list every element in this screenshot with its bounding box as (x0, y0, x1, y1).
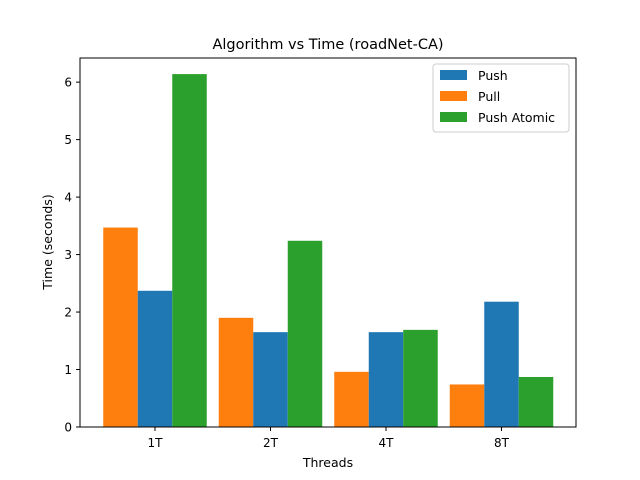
x-axis-label: Threads (302, 455, 353, 470)
y-tick-label: 0 (64, 421, 72, 435)
legend-swatch-pull (440, 91, 467, 101)
bar-push-8t (484, 301, 519, 427)
x-tick-label: 2T (263, 436, 279, 450)
x-axis: 1T 2T 4T 8T (148, 427, 510, 450)
bar-push-atomic-2t (287, 240, 323, 427)
legend-label: Push Atomic (478, 110, 555, 125)
y-axis-label: Time (seconds) (40, 194, 55, 290)
y-tick-label: 2 (64, 306, 72, 320)
bar-pull-4t (334, 371, 369, 427)
y-tick-label: 1 (64, 363, 72, 377)
x-tick-label: 4T (379, 436, 395, 450)
bar-pull-8t (449, 384, 485, 427)
bar-push-atomic-1t (172, 74, 207, 428)
legend-label: Push (478, 68, 508, 83)
legend-swatch-push (440, 70, 467, 80)
plot-frame (79, 57, 577, 428)
legend: Push Pull Push Atomic (432, 63, 570, 133)
bar-push-atomic-4t (403, 329, 438, 427)
bar-push-2t (253, 332, 288, 427)
legend-swatch-push-atomic (440, 112, 467, 122)
bars-layer (103, 74, 554, 428)
y-tick-label: 4 (64, 191, 72, 205)
bar-pull-1t (103, 227, 138, 427)
bar-push-atomic-8t (518, 376, 554, 427)
y-tick-label: 5 (64, 133, 72, 147)
bar-push-4t (368, 332, 404, 427)
x-tick-label: 8T (494, 436, 510, 450)
y-axis: 0 1 2 3 4 5 6 (64, 76, 80, 435)
chart-title: Algorithm vs Time (roadNet-CA) (212, 37, 443, 53)
x-tick-label: 1T (148, 436, 164, 450)
bar-push-1t (137, 290, 173, 427)
y-tick-label: 3 (64, 248, 72, 262)
y-tick-label: 6 (64, 76, 72, 90)
legend-label: Pull (478, 89, 500, 104)
bar-pull-2t (218, 317, 254, 427)
